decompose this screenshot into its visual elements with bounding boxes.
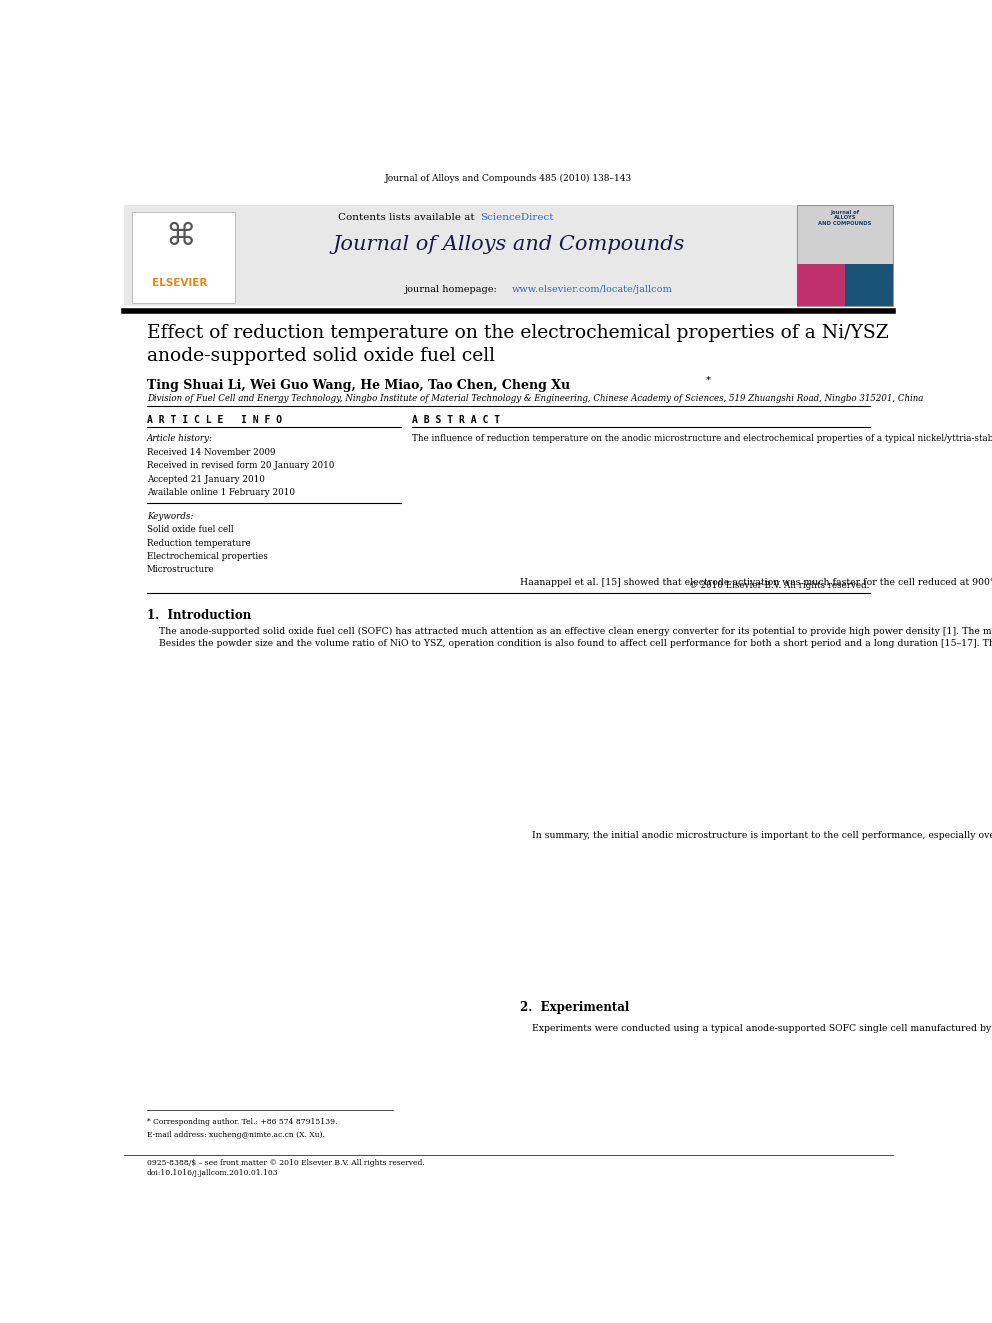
Text: Received 14 November 2009: Received 14 November 2009 [147, 448, 276, 456]
Text: In summary, the initial anodic microstructure is important to the cell performan: In summary, the initial anodic microstru… [520, 831, 992, 840]
Text: © 2010 Elsevier B.V. All rights reserved.: © 2010 Elsevier B.V. All rights reserved… [689, 581, 870, 590]
Text: Electrochemical properties: Electrochemical properties [147, 552, 268, 561]
Text: E-mail address: xucheng@nimte.ac.cn (X. Xu).: E-mail address: xucheng@nimte.ac.cn (X. … [147, 1131, 325, 1139]
Text: journal homepage:: journal homepage: [405, 286, 501, 294]
Text: ⌘: ⌘ [165, 222, 195, 251]
Text: 2.  Experimental: 2. Experimental [520, 1002, 629, 1015]
Text: *: * [706, 376, 711, 385]
Text: Article history:: Article history: [147, 434, 213, 443]
Text: * Corresponding author. Tel.: +86 574 87915139.: * Corresponding author. Tel.: +86 574 87… [147, 1118, 337, 1126]
Text: A B S T R A C T: A B S T R A C T [413, 415, 500, 426]
Text: Ting Shuai Li, Wei Guo Wang, He Miao, Tao Chen, Cheng Xu: Ting Shuai Li, Wei Guo Wang, He Miao, Ta… [147, 378, 570, 392]
FancyBboxPatch shape [124, 205, 893, 307]
FancyBboxPatch shape [845, 263, 893, 307]
Text: Division of Fuel Cell and Energy Technology, Ningbo Institute of Material Techno: Division of Fuel Cell and Energy Technol… [147, 394, 924, 404]
Text: ELSEVIER: ELSEVIER [153, 278, 207, 288]
FancyBboxPatch shape [797, 263, 845, 307]
Text: doi:10.1016/j.jallcom.2010.01.103: doi:10.1016/j.jallcom.2010.01.103 [147, 1170, 279, 1177]
Text: Contents lists available at: Contents lists available at [337, 213, 478, 222]
Text: Accepted 21 January 2010: Accepted 21 January 2010 [147, 475, 265, 484]
Text: The anode-supported solid oxide fuel cell (SOFC) has attracted much attention as: The anode-supported solid oxide fuel cel… [147, 627, 992, 648]
Text: www.elsevier.com/locate/jallcom: www.elsevier.com/locate/jallcom [512, 286, 674, 294]
Text: Experiments were conducted using a typical anode-supported SOFC single cell manu: Experiments were conducted using a typic… [520, 1024, 992, 1033]
Text: Reduction temperature: Reduction temperature [147, 538, 251, 548]
Text: Haanappel et al. [15] showed that electrode activation was much faster for the c: Haanappel et al. [15] showed that electr… [520, 578, 992, 587]
Text: Keywords:: Keywords: [147, 512, 193, 521]
Text: Journal of Alloys and Compounds 485 (2010) 138–143: Journal of Alloys and Compounds 485 (201… [385, 175, 632, 183]
Text: Journal of Alloys and Compounds: Journal of Alloys and Compounds [332, 235, 684, 254]
Text: Microstructure: Microstructure [147, 565, 214, 574]
Text: A R T I C L E   I N F O: A R T I C L E I N F O [147, 415, 282, 426]
FancyBboxPatch shape [132, 212, 235, 303]
FancyBboxPatch shape [797, 205, 893, 307]
Text: Effect of reduction temperature on the electrochemical properties of a Ni/YSZ
an: Effect of reduction temperature on the e… [147, 324, 889, 365]
Text: 0925-8388/$ – see front matter © 2010 Elsevier B.V. All rights reserved.: 0925-8388/$ – see front matter © 2010 El… [147, 1159, 425, 1167]
Text: Received in revised form 20 January 2010: Received in revised form 20 January 2010 [147, 462, 334, 470]
Text: 1.  Introduction: 1. Introduction [147, 609, 251, 622]
Text: Solid oxide fuel cell: Solid oxide fuel cell [147, 525, 234, 534]
Text: Available online 1 February 2010: Available online 1 February 2010 [147, 488, 295, 497]
Text: ScienceDirect: ScienceDirect [480, 213, 554, 222]
Text: Journal of
ALLOYS
AND COMPOUNDS: Journal of ALLOYS AND COMPOUNDS [818, 209, 872, 226]
Text: The influence of reduction temperature on the anodic microstructure and electroc: The influence of reduction temperature o… [413, 434, 992, 443]
